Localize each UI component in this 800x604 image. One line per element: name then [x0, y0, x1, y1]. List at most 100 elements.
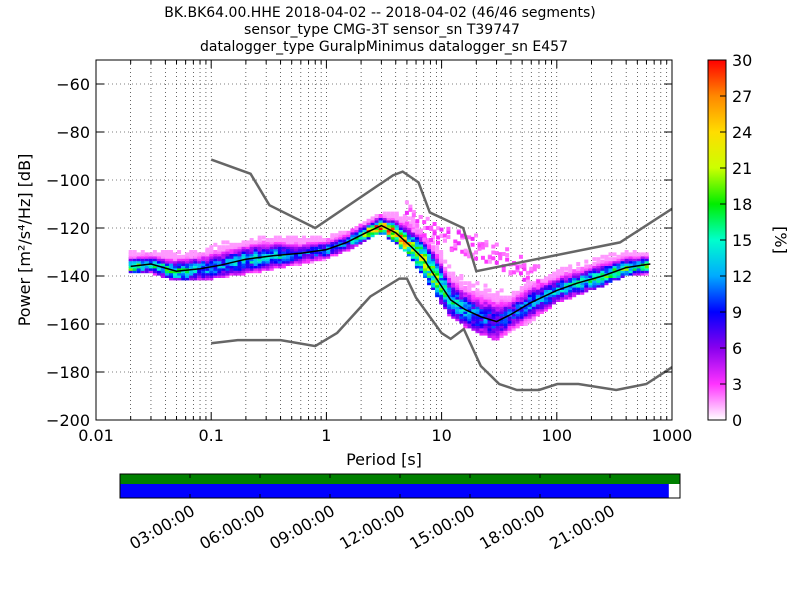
psd-cell — [447, 290, 452, 295]
psd-cell — [519, 286, 524, 290]
psd-cell — [451, 278, 456, 283]
psd-cell — [511, 298, 516, 302]
psd-cell — [539, 288, 544, 293]
psd-cell — [556, 274, 561, 278]
psd-cell — [532, 283, 537, 288]
psd-cell — [507, 322, 512, 326]
psd-cell — [487, 300, 492, 305]
psd-cell — [447, 312, 452, 317]
x-tick-label: 0.1 — [198, 426, 223, 445]
psd-cell — [362, 235, 367, 240]
psd-cell — [505, 257, 510, 262]
psd-cell — [314, 238, 319, 242]
psd-cell — [221, 252, 226, 257]
psd-cell — [229, 264, 234, 269]
psd-cell — [467, 307, 472, 312]
psd-cell — [572, 274, 577, 278]
psd-cell — [289, 254, 294, 259]
psd-cell — [568, 266, 573, 271]
psd-cell — [326, 238, 331, 242]
psd-cell — [644, 254, 649, 259]
psd-cell — [136, 252, 141, 257]
psd-cell — [205, 264, 210, 269]
psd-cell — [584, 288, 589, 293]
psd-cell — [519, 307, 524, 312]
psd-cell — [471, 310, 476, 314]
psd-cell — [237, 247, 242, 252]
psd-cell — [616, 276, 621, 281]
psd-cell — [310, 245, 315, 250]
psd-cell — [273, 250, 278, 254]
psd-cell — [446, 230, 451, 235]
psd-cell — [342, 242, 347, 247]
psd-cell — [173, 262, 178, 266]
psd-cell — [543, 302, 548, 307]
psd-cell — [467, 305, 472, 310]
psd-cell — [354, 238, 359, 242]
psd-cell — [253, 254, 258, 259]
psd-cell — [451, 310, 456, 314]
psd-cell — [160, 271, 165, 276]
psd-cell — [245, 254, 250, 259]
psd-cell — [193, 252, 198, 257]
psd-cell — [173, 276, 178, 281]
psd-cell — [408, 207, 413, 212]
psd-cell — [632, 259, 637, 264]
psd-cell — [277, 264, 282, 269]
psd-cell — [390, 238, 395, 242]
psd-cell — [501, 251, 506, 256]
psd-cell — [620, 274, 625, 278]
psd-cell — [527, 317, 532, 322]
psd-cell — [338, 235, 343, 240]
psd-cell — [318, 240, 323, 245]
psd-cell — [269, 264, 274, 269]
psd-cell — [491, 336, 496, 341]
psd-cell — [402, 221, 407, 226]
psd-cell — [402, 240, 407, 245]
psd-cell — [596, 283, 601, 288]
psd-cell — [608, 259, 613, 264]
psd-cell — [225, 271, 230, 276]
psd-cell — [564, 286, 569, 290]
psd-cell — [156, 271, 161, 276]
psd-cell — [314, 250, 319, 254]
psd-cell — [475, 310, 480, 314]
psd-cell — [382, 230, 387, 235]
psd-cell — [507, 310, 512, 314]
psd-cell — [334, 238, 339, 242]
psd-cell — [245, 247, 250, 252]
psd-cell — [435, 271, 440, 276]
psd-cell — [548, 298, 553, 302]
psd-cell — [289, 250, 294, 254]
psd-cell — [463, 281, 468, 286]
psd-cell — [495, 324, 500, 329]
psd-cell — [221, 269, 226, 274]
psd-cell — [455, 300, 460, 305]
psd-cell — [241, 264, 246, 269]
psd-cell — [318, 247, 323, 252]
psd-cell — [233, 247, 238, 252]
psd-cell — [354, 226, 359, 230]
psd-cell — [257, 269, 262, 274]
psd-cell — [483, 307, 488, 312]
psd-cell — [568, 276, 573, 281]
psd-cell — [253, 250, 258, 254]
psd-cell — [455, 293, 460, 298]
psd-cell — [398, 221, 403, 226]
psd-cell — [592, 281, 597, 286]
psd-cell — [322, 242, 327, 247]
psd-cell — [429, 226, 434, 231]
psd-cell — [423, 257, 428, 262]
psd-cell — [572, 286, 577, 290]
psd-cell — [552, 276, 557, 281]
psd-cell — [447, 298, 452, 302]
psd-cell — [281, 240, 286, 245]
psd-cell — [548, 288, 553, 293]
psd-cell — [507, 317, 512, 322]
psd-cell — [181, 271, 186, 276]
psd-cell — [539, 307, 544, 312]
psd-cell — [229, 254, 234, 259]
psd-cell — [596, 266, 601, 271]
psd-cell — [431, 252, 436, 257]
psd-cell — [467, 235, 472, 240]
